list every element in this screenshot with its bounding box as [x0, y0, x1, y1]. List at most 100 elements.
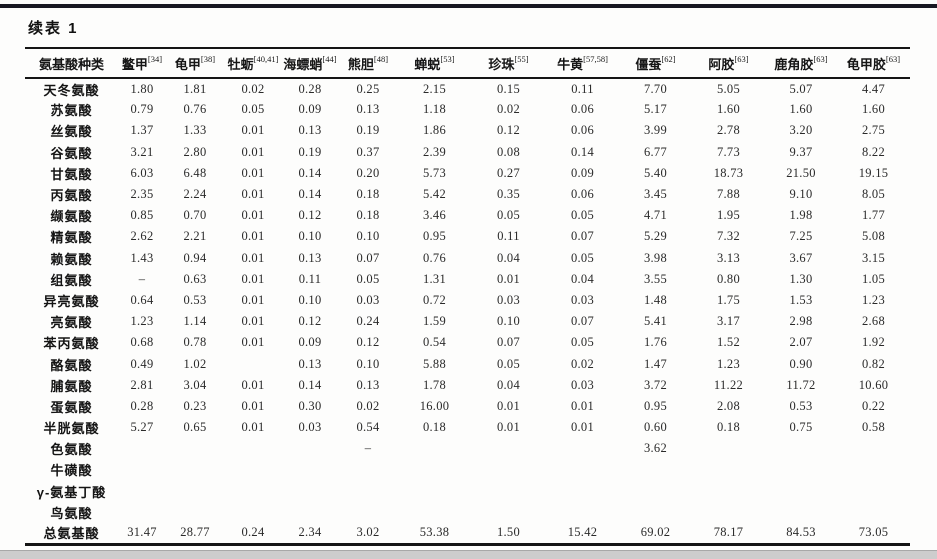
cell-value [338, 459, 398, 480]
cell-value [118, 438, 166, 459]
row-label: 异亮氨酸 [43, 293, 100, 309]
row-label: 脯氨酸 [50, 378, 93, 394]
cell-value [837, 481, 910, 502]
column-header-label: 牡蛎 [227, 56, 254, 72]
column-header-material: 僵蚕[62] [619, 47, 692, 79]
table-body: 天冬氨酸 1.80 1.81 0.02 0.28 0.25 2.15 0.15 0.11 7.70… [25, 78, 910, 546]
cell-value: 0.09 [298, 335, 322, 350]
cell-value: 2.78 [716, 123, 741, 138]
cell-value: 3.13 [716, 250, 741, 265]
cell-value [166, 438, 224, 459]
cell-value: 0.95 [643, 398, 668, 413]
table-row: 色氨酸 – 3.62 [25, 438, 910, 459]
cell-value: 1.23 [130, 314, 154, 329]
citation-superscript: [63] [813, 54, 828, 65]
cell-value: 0.01 [241, 250, 265, 265]
cell-value: 0.12 [298, 208, 322, 223]
table-row: 亮氨酸 1.23 1.14 0.01 0.12 0.24 1.59 0.10 0.07 5.41 3… [25, 311, 910, 332]
citation-superscript: [55] [514, 54, 529, 65]
column-header-material: 牛黄[57,58] [546, 47, 619, 79]
cell-value: 0.58 [861, 420, 886, 435]
cell-value: 0.10 [298, 292, 322, 307]
cell-value: 1.60 [861, 102, 886, 117]
cell-value: 0.37 [356, 144, 380, 159]
column-header-label: 阿胶 [708, 56, 735, 72]
cell-value: 0.60 [643, 420, 668, 435]
cell-value [837, 502, 910, 523]
cell-value: 1.80 [130, 81, 154, 96]
row-label: 苯丙氨酸 [43, 336, 100, 352]
cell-value: 2.35 [130, 187, 154, 202]
cell-value: 0.07 [356, 250, 380, 265]
cell-value: 5.42 [422, 187, 447, 202]
cell-value: 0.11 [497, 229, 520, 244]
cell-value [546, 481, 619, 502]
table-row: γ-氨基丁酸 [25, 481, 910, 502]
cell-value: 11.22 [713, 377, 744, 392]
cell-value [471, 502, 546, 523]
cell-value: 0.07 [496, 335, 521, 350]
cell-value: 16.00 [419, 398, 450, 413]
cell-value: 5.88 [422, 356, 447, 371]
cell-value [837, 459, 910, 480]
cell-value: 0.06 [570, 187, 595, 202]
cell-value [118, 481, 166, 502]
cell-value: 1.43 [130, 250, 154, 265]
cell-value: 0.23 [183, 398, 207, 413]
citation-superscript: [44] [322, 54, 337, 65]
cell-value: 0.04 [496, 250, 521, 265]
citation-superscript: [63] [734, 54, 749, 65]
cell-value: 0.24 [224, 522, 282, 546]
cell-value: 1.53 [789, 292, 813, 307]
cell-value [619, 502, 692, 523]
column-header-amino-acid-type: 氨基酸种类 [25, 47, 118, 79]
cell-value: 0.01 [241, 144, 265, 159]
cell-value: 0.15 [496, 81, 521, 96]
cell-value: 0.01 [241, 187, 265, 202]
row-label: 天冬氨酸 [43, 82, 100, 98]
table-row: 缬氨酸 0.85 0.70 0.01 0.12 0.18 3.46 0.05 0.05 4.71 1… [25, 205, 910, 226]
cell-value: 1.60 [789, 102, 813, 117]
cell-value: 0.03 [298, 420, 322, 435]
cell-value: 0.19 [298, 144, 322, 159]
column-header-label: 僵蚕 [635, 56, 662, 72]
cell-value [765, 438, 837, 459]
cell-value: 5.05 [716, 81, 741, 96]
table-row: 丙氨酸 2.35 2.24 0.01 0.14 0.18 5.42 0.35 0.06 3.45 7… [25, 184, 910, 205]
column-header-label: 蝉蜕 [414, 56, 441, 72]
cell-value [398, 481, 471, 502]
cell-value: 7.73 [716, 144, 741, 159]
cell-value: 0.75 [789, 420, 813, 435]
cell-value: 3.21 [130, 144, 154, 159]
row-label: 牛磺酸 [50, 463, 93, 479]
cell-value: 2.62 [130, 229, 154, 244]
cell-value: 0.78 [183, 335, 207, 350]
cell-value [765, 481, 837, 502]
citation-superscript: [63] [885, 54, 901, 65]
amino-acid-content-table: 氨基酸种类 鳖甲[34] 龟甲[38] 牡蛎[40,41] 海螵蛸[44] 熊胆[48] 蝉… [25, 47, 910, 546]
cell-value [224, 438, 282, 459]
cell-value: 7.88 [716, 187, 741, 202]
cell-value: 3.67 [789, 250, 813, 265]
cell-value: 2.98 [789, 314, 813, 329]
cell-value: 0.03 [356, 292, 380, 307]
cell-value [398, 459, 471, 480]
cell-value: 0.19 [356, 123, 380, 138]
cell-value: 0.09 [570, 165, 595, 180]
amino-acid-table-wrap: 氨基酸种类 鳖甲[34] 龟甲[38] 牡蛎[40,41] 海螵蛸[44] 熊胆[48] 蝉… [25, 47, 912, 546]
cell-value: 2.80 [183, 144, 207, 159]
cell-value: 1.75 [716, 292, 741, 307]
cell-value: 0.30 [298, 398, 322, 413]
cell-value: 0.72 [422, 292, 447, 307]
row-label: 精氨酸 [50, 230, 93, 246]
cell-value: 1.81 [183, 81, 207, 96]
cell-value: 9.37 [789, 144, 813, 159]
cell-value: 0.28 [298, 81, 322, 96]
cell-value: 1.76 [643, 335, 668, 350]
cell-value [765, 502, 837, 523]
cell-value: 0.10 [298, 229, 322, 244]
cell-value: 0.02 [356, 398, 380, 413]
cell-value: 0.13 [298, 123, 322, 138]
cell-value: 0.24 [356, 314, 380, 329]
